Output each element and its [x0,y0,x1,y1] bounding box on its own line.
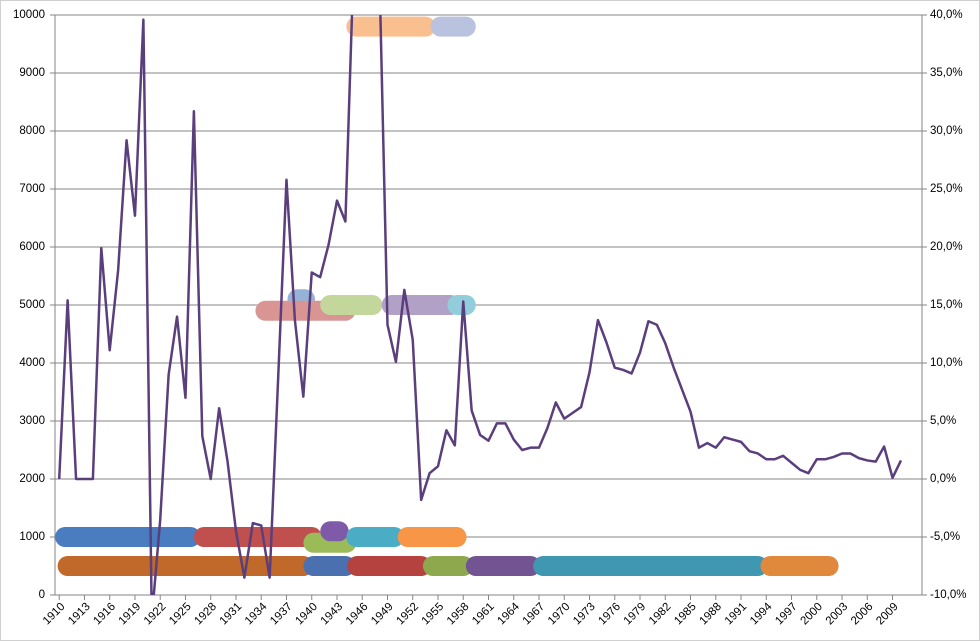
y-tick-label: 7000 [19,183,45,195]
y-tick-label: 3000 [19,415,45,427]
y-tick-label: 9000 [19,67,45,79]
plot-area [55,15,903,595]
y-tick-label: 5000 [19,299,45,311]
y2-tick-label: 15,0% [930,299,963,311]
y2-tick-label: 5,0% [930,415,956,427]
y2-tick-label: -10,0% [930,589,966,601]
y-tick-label: 2000 [19,473,45,485]
y2-tick-label: 40,0% [930,9,963,21]
y-tick-label: 1000 [19,531,45,543]
y2-tick-label: 25,0% [930,183,963,195]
y2-tick-label: 0,0% [930,473,956,485]
y2-tick-label: 30,0% [930,125,963,137]
y-tick-label: 10000 [13,9,45,21]
y-tick-label: 4000 [19,357,45,369]
y-tick-label: 0 [39,589,45,601]
y2-tick-label: 10,0% [930,357,963,369]
line-series [57,15,903,595]
y-tick-label: 6000 [19,241,45,253]
y2-tick-label: 20,0% [930,241,963,253]
y2-tick-label: 35,0% [930,67,963,79]
y2-tick-label: -5,0% [930,531,960,543]
y-tick-label: 8000 [19,125,45,137]
